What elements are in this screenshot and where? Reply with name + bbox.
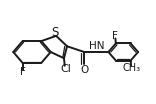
Text: S: S: [51, 26, 58, 39]
Text: F: F: [112, 31, 118, 41]
Text: HN: HN: [89, 41, 105, 51]
Text: O: O: [80, 65, 88, 75]
Text: CH₃: CH₃: [122, 63, 141, 73]
Text: F: F: [20, 67, 26, 77]
Text: Cl: Cl: [60, 64, 71, 74]
